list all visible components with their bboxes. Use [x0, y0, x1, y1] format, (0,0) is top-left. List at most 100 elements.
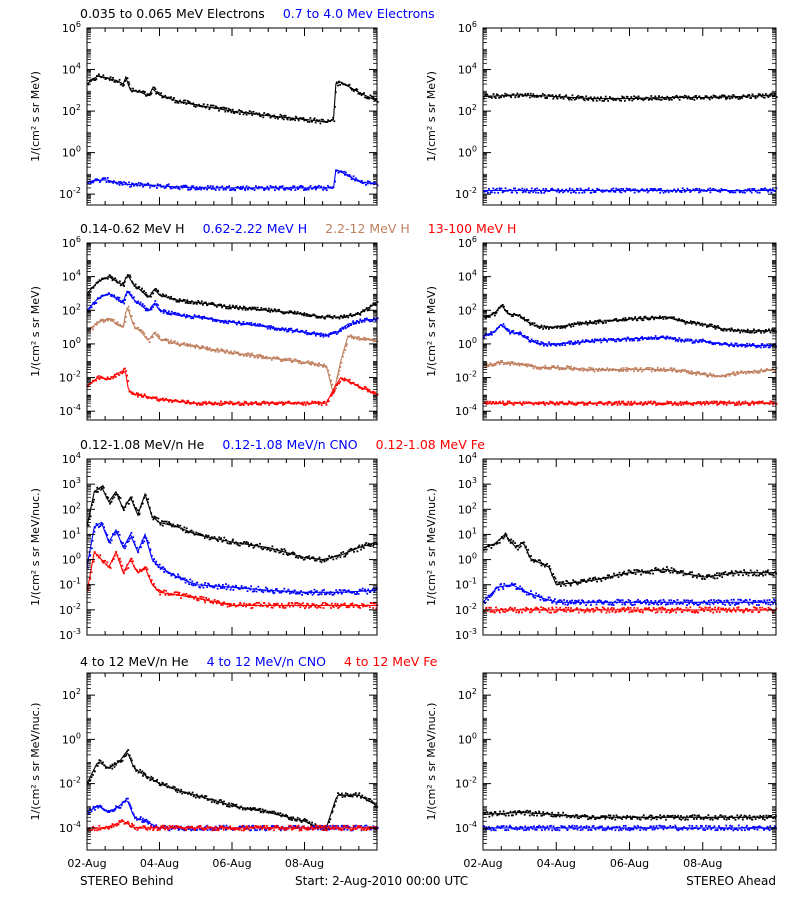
data-point: [369, 94, 372, 97]
data-point: [642, 319, 645, 322]
data-point: [644, 315, 647, 318]
data-point: [559, 344, 561, 347]
data-point: [195, 315, 198, 318]
data-point: [171, 573, 173, 576]
data-point: [241, 403, 244, 406]
data-point: [164, 520, 166, 523]
data-point: [260, 546, 263, 549]
data-point: [116, 321, 119, 324]
legend-entry: 13-100 MeV H: [428, 221, 517, 236]
data-point: [503, 95, 505, 98]
data-point: [484, 333, 487, 336]
data-point: [565, 94, 568, 97]
data-point: [592, 191, 595, 193]
data-point: [637, 95, 640, 98]
data-point: [131, 182, 133, 185]
data-point: [244, 111, 247, 114]
data-point: [662, 191, 665, 194]
data-point: [692, 404, 695, 406]
data-point: [365, 184, 367, 186]
data-point: [576, 403, 579, 405]
data-point: [152, 306, 154, 308]
data-point: [255, 309, 258, 311]
data-point: [519, 93, 522, 96]
data-point: [759, 93, 762, 96]
data-point: [707, 188, 710, 191]
data-point: [283, 587, 286, 590]
data-point: [689, 98, 692, 100]
data-point: [568, 323, 571, 326]
data-point: [331, 332, 334, 335]
data-point: [142, 331, 145, 333]
data-point: [250, 401, 253, 404]
data-point: [650, 95, 653, 97]
data-point: [724, 96, 727, 99]
data-point: [94, 302, 96, 305]
data-point: [318, 333, 321, 335]
data-point: [111, 79, 113, 82]
data-point: [301, 362, 304, 364]
data-point: [337, 171, 340, 174]
data-point: [671, 370, 674, 373]
data-point: [637, 98, 639, 101]
data-point: [270, 308, 273, 311]
data-point: [185, 103, 188, 105]
data-point: [358, 322, 360, 324]
data-point: [673, 316, 675, 319]
data-point: [660, 403, 663, 406]
data-point: [706, 326, 708, 328]
data-point: [754, 190, 757, 193]
data-point: [228, 605, 231, 608]
data-point: [366, 182, 369, 185]
data-point: [278, 188, 280, 191]
data-point: [503, 305, 505, 308]
data-point: [229, 189, 231, 191]
data-point: [228, 304, 231, 307]
data-point: [184, 594, 187, 596]
data-point: [202, 596, 205, 599]
data-point: [358, 386, 360, 389]
data-point: [165, 520, 168, 523]
data-point: [306, 361, 309, 364]
data-point: [534, 188, 536, 190]
data-point: [685, 400, 688, 403]
data-point: [123, 181, 125, 183]
data-point: [359, 338, 362, 341]
data-point: [197, 300, 200, 302]
data-point: [137, 395, 139, 398]
data-point: [657, 338, 659, 340]
data-point: [372, 390, 375, 393]
data-point: [751, 188, 754, 190]
data-point: [347, 84, 350, 87]
data-point: [769, 188, 772, 191]
data-point: [212, 185, 214, 188]
data-point: [725, 401, 727, 404]
data-point: [525, 336, 528, 339]
data-point: [288, 357, 291, 360]
data-point: [266, 587, 269, 590]
data-point: [624, 369, 627, 372]
data-point: [243, 354, 246, 357]
data-point: [665, 369, 668, 372]
data-point: [174, 576, 177, 579]
data-point: [750, 371, 753, 374]
data-point: [126, 374, 129, 377]
data-point: [139, 329, 142, 332]
data-point: [182, 184, 185, 187]
data-point: [651, 98, 653, 101]
data-point: [114, 376, 117, 378]
data-point: [191, 300, 193, 303]
data-point: [186, 531, 189, 533]
data-point: [723, 400, 725, 403]
data-point: [125, 370, 127, 373]
data-point: [266, 327, 269, 330]
data-point: [106, 293, 109, 296]
data-point: [348, 325, 350, 327]
data-point: [536, 187, 538, 190]
data-point: [703, 372, 705, 375]
data-point: [136, 509, 139, 512]
data-point: [223, 586, 226, 589]
data-point: [104, 177, 107, 180]
data-point: [355, 312, 358, 315]
